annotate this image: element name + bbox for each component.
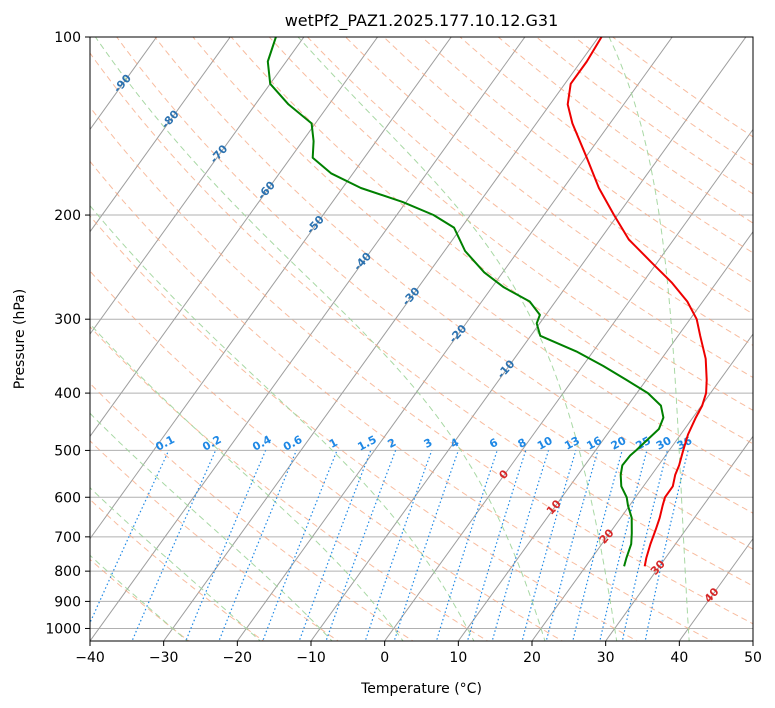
mixing-ratio-line (435, 450, 498, 641)
x-tick-label: 20 (523, 650, 541, 666)
dewpoint-profile-line (266, 37, 665, 567)
y-tick-label: 400 (54, 386, 81, 402)
mixing-ratio-line (621, 450, 668, 641)
mixing-ratio-line (545, 450, 599, 641)
dry-adiabat-line (383, 37, 753, 315)
isotherm-line (90, 37, 305, 335)
mixing-ratio-line (644, 450, 689, 641)
y-tick-label: 500 (54, 443, 81, 459)
x-tick-label: 40 (670, 650, 688, 666)
moist-adiabat-line (297, 37, 618, 641)
mixing-ratio-layer (90, 450, 689, 641)
mixing-ratio-line (599, 450, 648, 641)
mixing-ratio-label: 20 (609, 434, 629, 453)
y-tick-label: 800 (54, 564, 81, 580)
x-tick-label: −20 (223, 650, 253, 666)
dry-adiabat-line (90, 270, 564, 641)
isotherm-line (384, 128, 753, 641)
axis-layer: −40 −30 −20 −10 0 10 20 30 40 50 100 200 300 400 500 60… (45, 30, 762, 666)
dry-adiabat-line (90, 326, 489, 641)
dry-adiabat-line (230, 37, 753, 445)
x-tick-label: −30 (149, 650, 179, 666)
dry-adiabat-line (90, 52, 753, 587)
dry-adiabat-line (192, 37, 753, 479)
mixing-ratio-line (325, 450, 397, 641)
mixing-ratio-label: 16 (584, 434, 604, 453)
y-tick-label: 300 (54, 312, 81, 328)
mixing-ratio-line (218, 450, 297, 641)
mixing-ratio-line (298, 450, 372, 641)
y-tick-label: 700 (54, 530, 81, 546)
isotherm-line (90, 37, 526, 641)
moist-adiabat-line (608, 37, 690, 641)
dry-adiabat-line (90, 106, 753, 625)
x-tick-label: 30 (597, 650, 615, 666)
dry-adiabat-line (90, 215, 639, 641)
isotherm-line (605, 435, 753, 641)
isotherm-line (678, 537, 753, 641)
y-tick-label: 200 (54, 208, 81, 224)
dry-adiabat-line (154, 37, 753, 514)
moist-adiabat-line (90, 487, 261, 641)
dry-adiabat-line (90, 160, 713, 641)
moist-adiabat-line (90, 323, 404, 641)
isotherm-line (531, 333, 753, 641)
mixing-ratio-line (491, 450, 550, 641)
x-tick-label: −40 (75, 650, 105, 666)
y-tick-label: 1000 (45, 621, 81, 637)
x-tick-label: 0 (380, 650, 389, 666)
dry-adiabat-line (116, 37, 753, 550)
chart-title: wetPf2_PAZ1.2025.177.10.12.G31 (285, 11, 559, 31)
mixing-ratio-line (393, 450, 459, 641)
profile-layer (266, 37, 708, 567)
adiabat-layer (90, 37, 753, 641)
mixing-ratio-line (572, 450, 623, 641)
moist-adiabat-line (94, 37, 546, 641)
mixing-ratio-label: 30 (654, 434, 674, 453)
y-tick-label: 600 (54, 490, 81, 506)
isotherm-line (90, 37, 158, 131)
mixing-ratio-line (466, 450, 527, 641)
moist-adiabat-line (90, 204, 475, 641)
plot-frame (89, 36, 754, 642)
dry-adiabat-line (90, 440, 340, 641)
moist-adiabat-line (90, 554, 189, 641)
mixing-ratio-line (521, 450, 577, 641)
grid-layer (90, 37, 753, 641)
dry-adiabat-line (90, 498, 265, 641)
dry-adiabat-line (90, 382, 414, 641)
mixing-ratio-line (185, 450, 267, 641)
isotherm-line (90, 37, 379, 438)
isotherm-line (90, 37, 231, 233)
mixing-ratio-line (262, 450, 338, 641)
temperature-profile-line (566, 37, 708, 567)
isotherm-line (457, 230, 753, 641)
y-tick-label: 900 (54, 594, 81, 610)
x-tick-label: 50 (744, 650, 762, 666)
mixing-ratio-label: 13 (562, 434, 582, 453)
y-axis-title: Pressure (hPa) (12, 289, 28, 389)
x-tick-label: 10 (449, 650, 467, 666)
isotherm-line (236, 37, 673, 641)
mixing-ratio-line (364, 450, 433, 641)
isotherm-line (310, 37, 747, 641)
x-axis-title: Temperature (°C) (360, 681, 482, 697)
mixing-ratio-label: 10 (535, 434, 555, 453)
isotherm-line (90, 37, 452, 540)
dry-adiabat-line (344, 37, 753, 346)
x-tick-label: −10 (296, 650, 326, 666)
y-tick-label: 100 (54, 30, 81, 46)
